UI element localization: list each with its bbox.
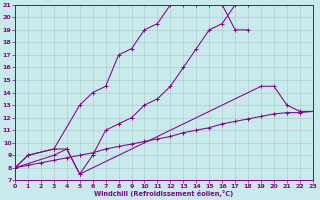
X-axis label: Windchill (Refroidissement éolien,°C): Windchill (Refroidissement éolien,°C): [94, 190, 234, 197]
